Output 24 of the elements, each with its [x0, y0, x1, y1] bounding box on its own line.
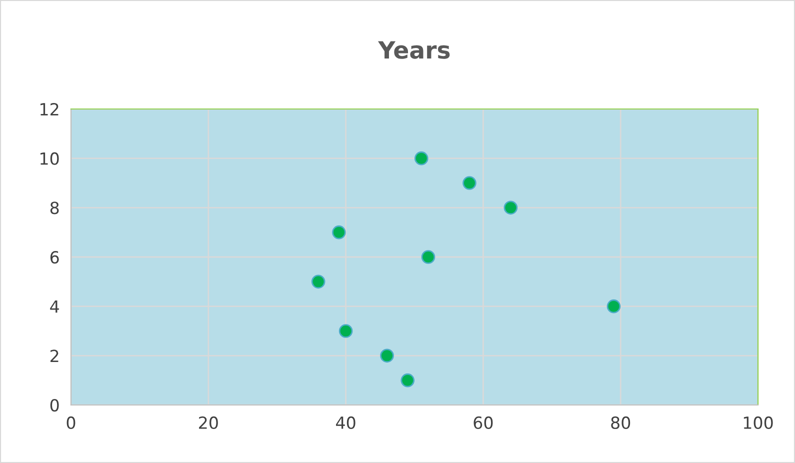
point — [311, 274, 326, 289]
y-tick-label: 0 — [50, 398, 59, 412]
x-tick-label: 40 — [336, 416, 356, 430]
point — [400, 373, 415, 388]
x-tick-label: 100 — [744, 416, 773, 430]
y-tick-label: 2 — [50, 350, 58, 362]
x-tick-label: 80 — [611, 416, 630, 430]
point — [338, 324, 353, 338]
y-tick-label: 6 — [50, 250, 59, 264]
point — [332, 225, 346, 240]
y-tick-label: 8 — [50, 202, 59, 214]
chart-title: Years — [378, 41, 450, 59]
x-tick-label: 0 — [66, 416, 76, 430]
point — [462, 176, 476, 190]
point — [606, 299, 621, 314]
y-tick-label: 12 — [40, 102, 58, 116]
x-tick-label: 20 — [199, 416, 218, 430]
y-tick-label: 10 — [40, 152, 59, 165]
point — [380, 348, 394, 363]
x-tick-label: 60 — [474, 416, 493, 430]
point — [421, 250, 436, 264]
point — [414, 151, 428, 166]
y-tick-label: 4 — [50, 300, 59, 313]
point — [504, 200, 518, 215]
